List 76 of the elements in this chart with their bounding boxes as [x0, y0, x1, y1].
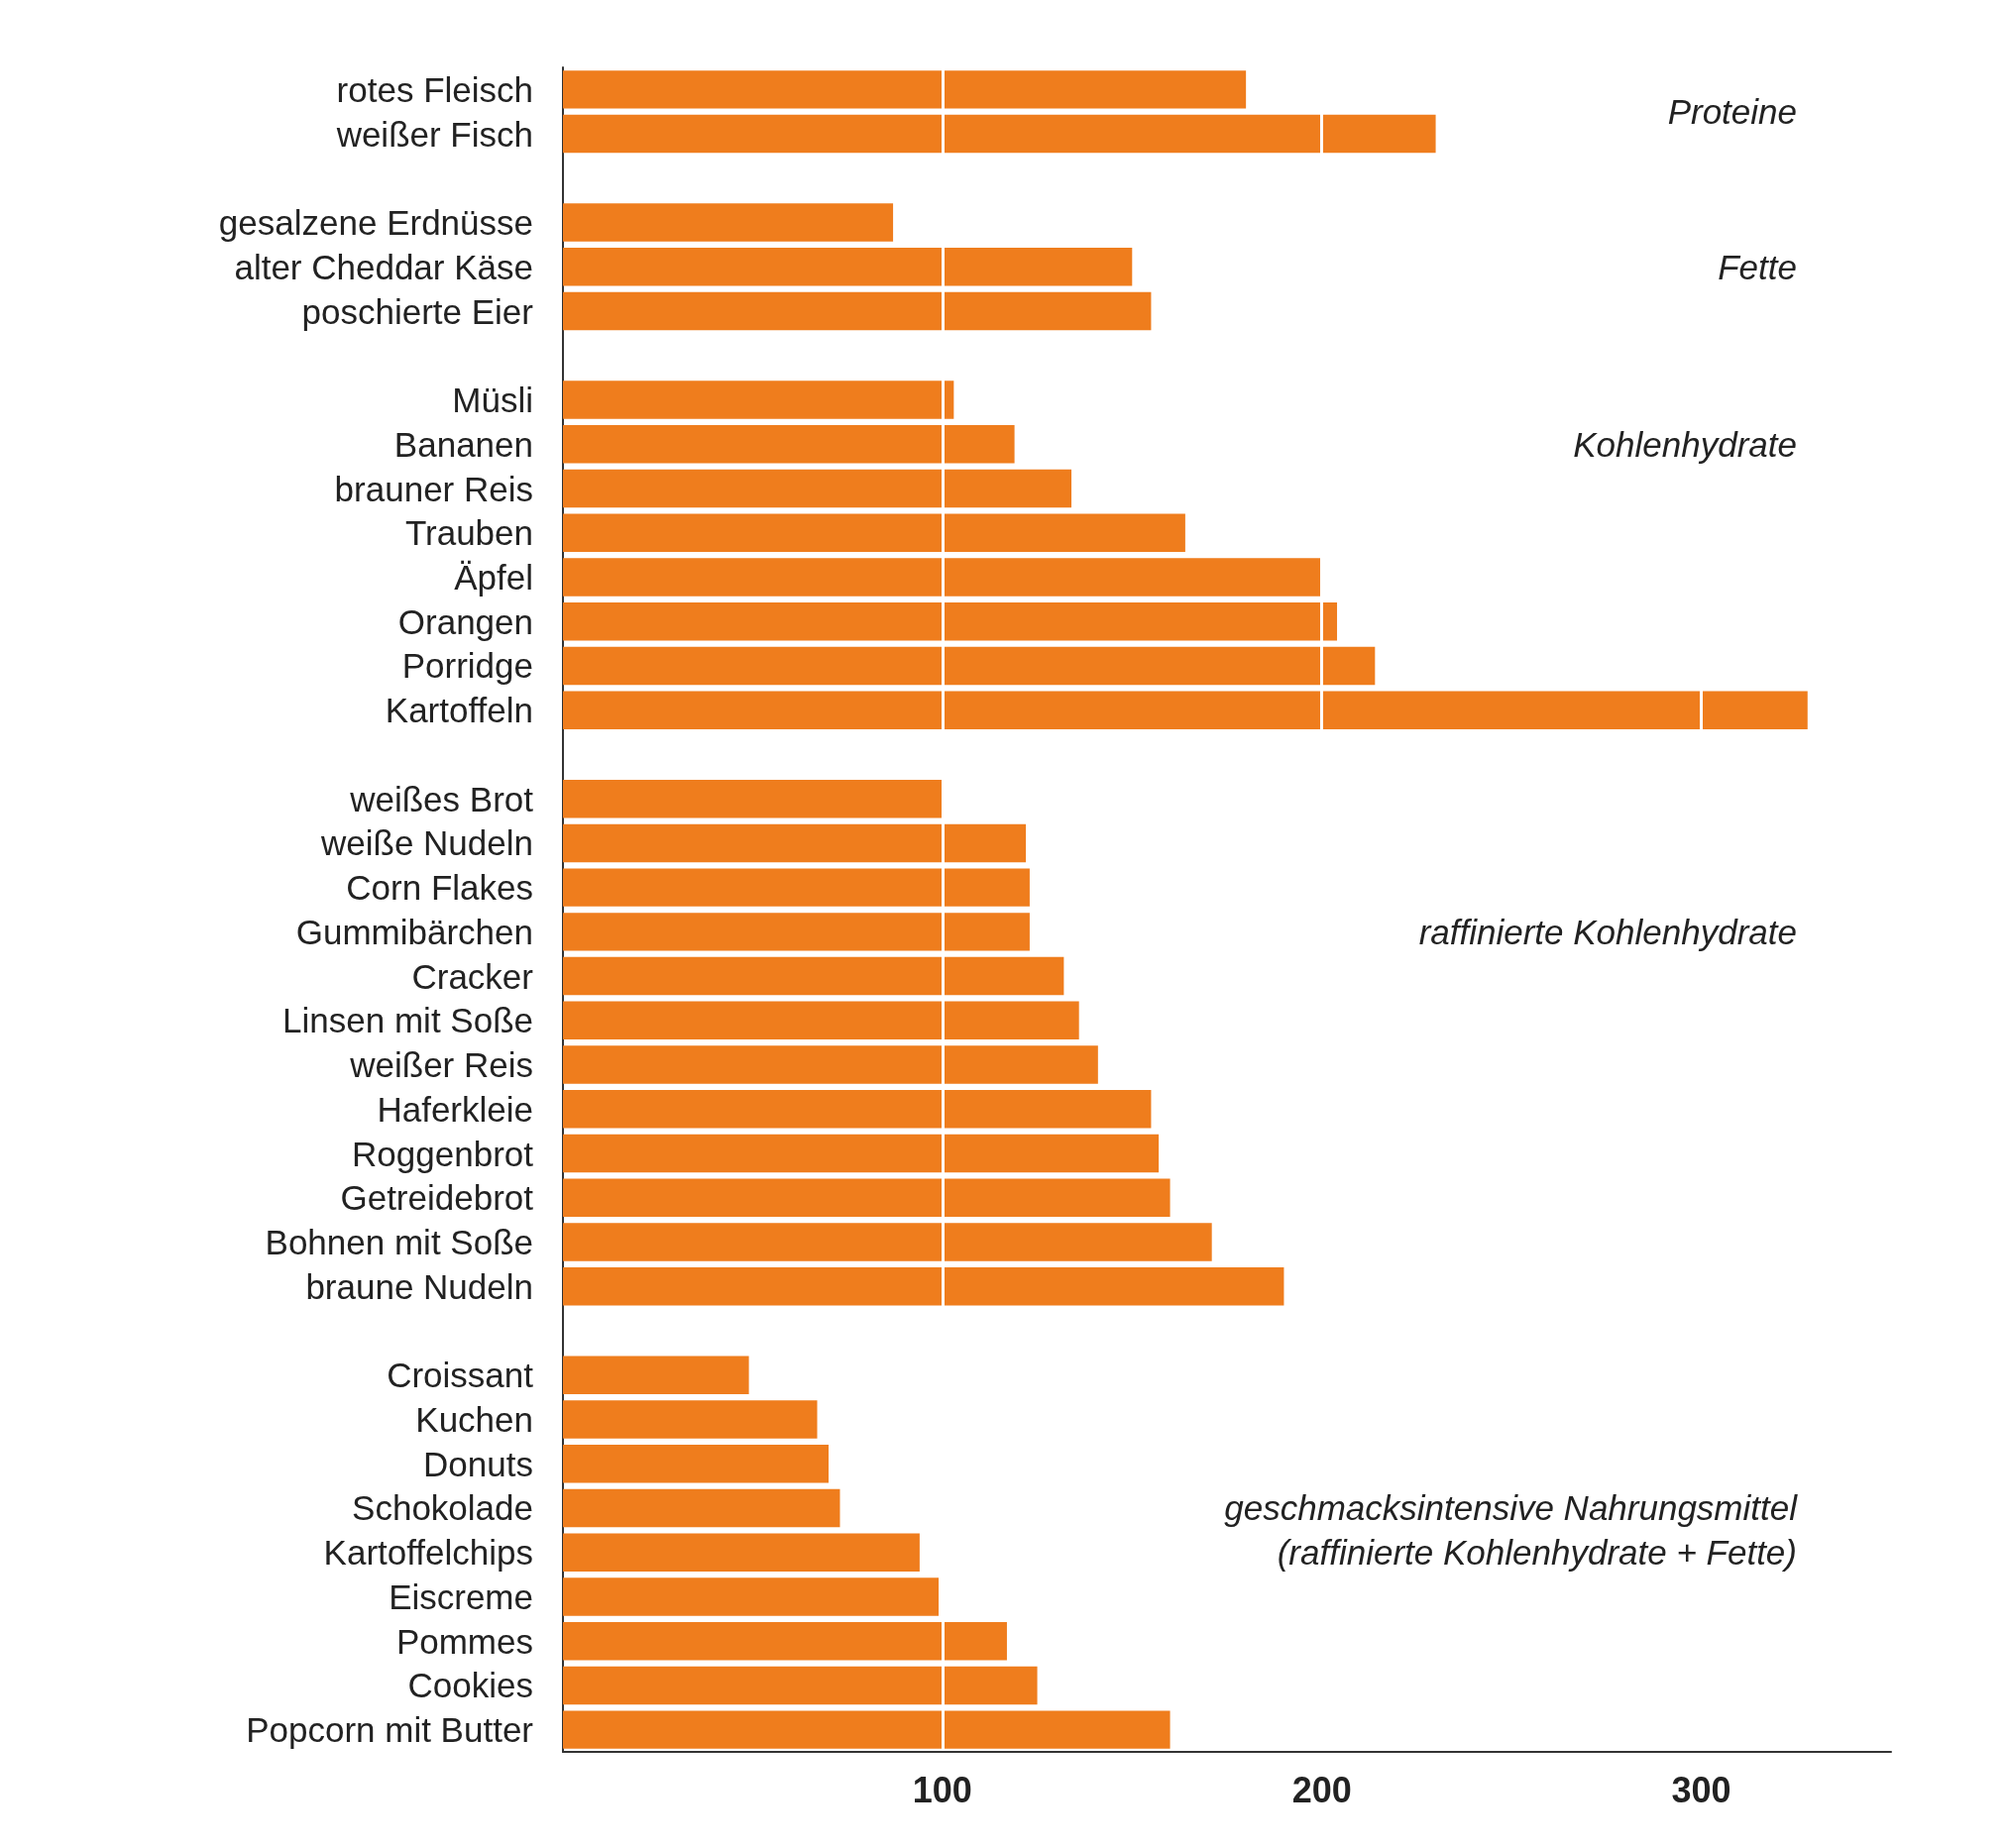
bar [563, 1045, 1098, 1084]
y-tick-label: Müsli [452, 380, 533, 420]
y-tick-label: Äpfel [454, 557, 533, 597]
y-tick-label: Bohnen mit Soße [265, 1223, 533, 1262]
bar [563, 956, 1064, 996]
y-tick-label: alter Cheddar Käse [234, 247, 533, 286]
y-tick-label: gesalzene Erdnüsse [218, 203, 533, 243]
y-tick-label: Porridge [401, 646, 533, 686]
y-tick-label: Haferkleie [377, 1089, 533, 1129]
y-tick-label: weiße Nudeln [320, 823, 533, 863]
bar [563, 248, 1133, 286]
bar [563, 868, 1030, 907]
y-tick-label: Roggenbrot [352, 1134, 534, 1173]
bar [563, 1134, 1160, 1173]
y-tick-label: Popcorn mit Butter [246, 1710, 534, 1750]
y-tick-label: weißes Brot [349, 779, 534, 818]
annotation: raffinierte Kohlenhydrate [1418, 912, 1797, 951]
y-tick-label: Kartoffelchips [323, 1533, 533, 1573]
bar [563, 1488, 840, 1528]
y-tick-label: poschierte Eier [301, 291, 534, 331]
bar [563, 1666, 1038, 1705]
x-tick-label: 200 [1291, 1769, 1352, 1810]
y-tick-label: brauner Reis [334, 469, 533, 508]
y-tick-label: Pommes [395, 1621, 533, 1661]
bar [563, 1621, 1007, 1661]
bar [563, 70, 1247, 109]
bar [563, 558, 1322, 597]
bar [563, 1356, 749, 1394]
bar [563, 1090, 1152, 1129]
bar [563, 1178, 1171, 1218]
bar [563, 380, 954, 419]
bar [563, 1223, 1212, 1261]
bar [563, 1577, 940, 1616]
bar [563, 114, 1436, 154]
bar [563, 1267, 1284, 1306]
y-tick-label: Cracker [411, 956, 534, 996]
x-tick-label: 300 [1671, 1769, 1731, 1810]
y-tick-label: braune Nudeln [305, 1266, 533, 1306]
bar [563, 513, 1185, 552]
y-tick-label: Schokolade [352, 1488, 533, 1528]
annotation: Proteine [1667, 92, 1797, 132]
bar [563, 823, 1027, 863]
bar [563, 1710, 1171, 1749]
y-tick-label: Trauben [404, 513, 533, 553]
bar [563, 291, 1152, 331]
y-tick-label: Eiscreme [389, 1576, 533, 1616]
y-tick-label: rotes Fleisch [336, 69, 533, 109]
y-tick-label: Getreidebrot [340, 1178, 534, 1218]
bar [563, 425, 1015, 464]
x-tick-label: 100 [912, 1769, 972, 1810]
bar [563, 601, 1338, 641]
bar [563, 203, 894, 242]
bar [563, 913, 1030, 951]
bar [563, 1444, 829, 1483]
bar [563, 779, 943, 818]
y-tick-label: Linsen mit Soße [282, 1001, 533, 1040]
y-tick-label: weißer Fisch [335, 114, 533, 154]
y-tick-label: weißer Reis [349, 1045, 533, 1085]
annotation: Fette [1718, 247, 1797, 286]
annotation: geschmacksintensive Nahrungsmittel (raffinierte Kohlenhydrate + Fette) [1224, 1488, 1799, 1573]
y-tick-label: Croissant [387, 1356, 534, 1395]
bar [563, 691, 1808, 729]
y-tick-label: Corn Flakes [346, 868, 533, 908]
bar [563, 469, 1072, 508]
bar [563, 1533, 920, 1572]
annotation: Kohlenhydrate [1573, 424, 1797, 464]
y-tick-label: Cookies [407, 1666, 533, 1705]
bar [563, 1001, 1079, 1040]
bar [563, 646, 1376, 686]
y-tick-label: Kartoffeln [385, 691, 533, 730]
y-tick-label: Bananen [393, 424, 533, 464]
bar [563, 1400, 818, 1439]
y-tick-label: Orangen [397, 601, 533, 641]
y-tick-label: Kuchen [415, 1399, 533, 1439]
y-tick-label: Gummibärchen [295, 912, 533, 951]
y-tick-label: Donuts [423, 1444, 533, 1483]
